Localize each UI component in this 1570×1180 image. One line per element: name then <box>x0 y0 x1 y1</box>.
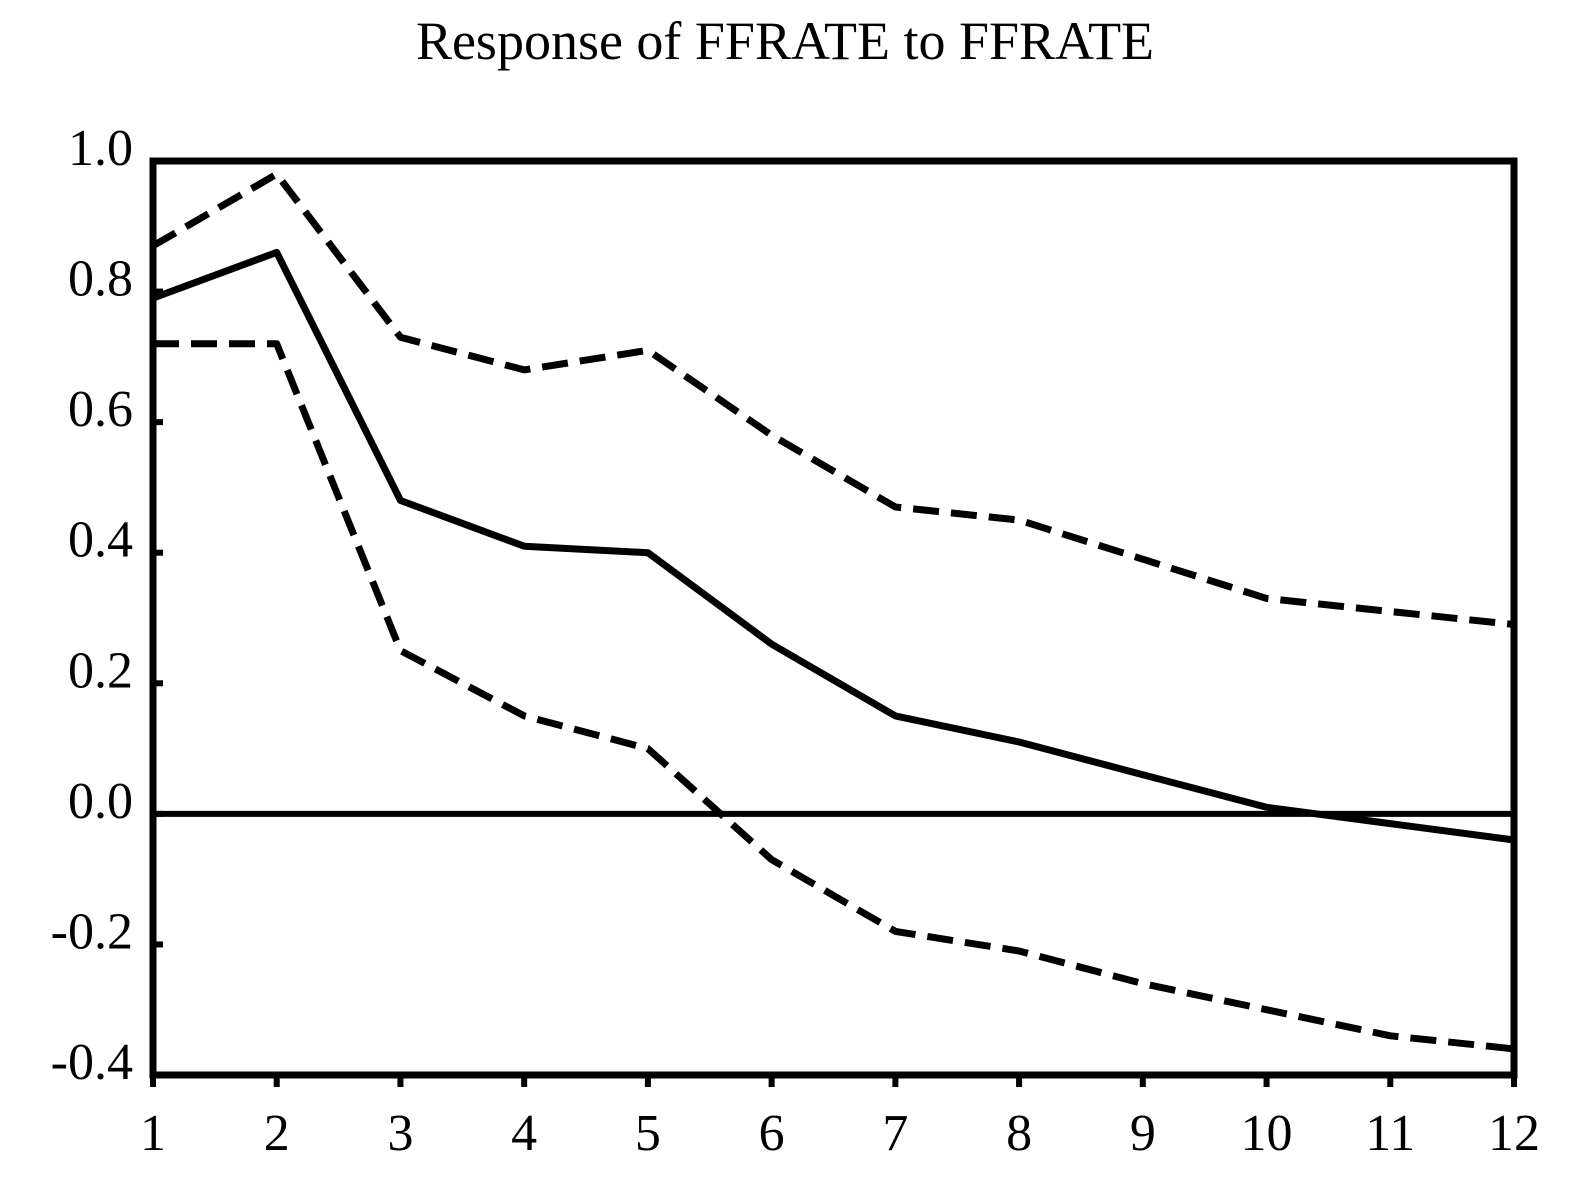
x-tick-label: 3 <box>387 1105 413 1162</box>
y-tick-label: 0.2 <box>68 642 133 699</box>
chart-title: Response of FFRATE to FFRATE <box>415 11 1155 71</box>
y-tick-label: 0.6 <box>68 381 133 438</box>
x-tick-label: 11 <box>1365 1105 1415 1162</box>
x-tick-label: 9 <box>1130 1105 1156 1162</box>
x-tick-label: 8 <box>1006 1105 1032 1162</box>
x-tick-label: 5 <box>635 1105 661 1162</box>
confidence-band-line <box>153 340 1515 1053</box>
x-tick-label: 6 <box>759 1105 785 1162</box>
x-tick-label: 1 <box>140 1105 166 1162</box>
response-line <box>151 248 1515 844</box>
x-tick-label: 2 <box>264 1105 290 1162</box>
y-tick-label: 0.4 <box>68 512 133 569</box>
y-tick-label: 1.0 <box>68 120 133 177</box>
plot-frame <box>149 157 1518 1079</box>
y-tick-label: 0.8 <box>68 251 133 308</box>
x-tick-label: 4 <box>511 1105 537 1162</box>
y-tick-label: -0.4 <box>51 1034 133 1091</box>
y-tick-label: 0.0 <box>68 773 133 830</box>
x-tick-label: 7 <box>882 1105 908 1162</box>
confidence-band-line <box>151 170 1515 628</box>
y-tick-label: -0.2 <box>51 903 133 960</box>
x-tick-label: 12 <box>1488 1105 1540 1162</box>
x-tick-label: 10 <box>1241 1105 1293 1162</box>
